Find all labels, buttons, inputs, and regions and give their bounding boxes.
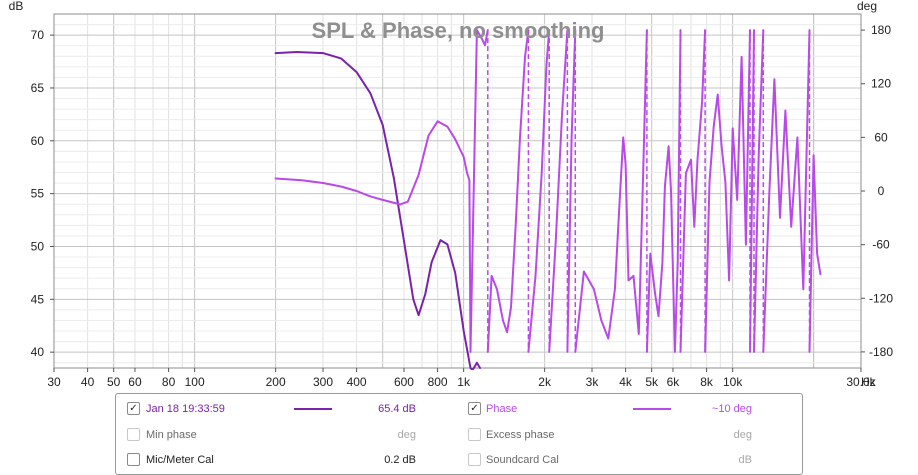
y-left-unit: dB [9, 0, 24, 13]
legend-checkbox-excess-phase[interactable] [468, 428, 481, 441]
legend-value-min-phase: deg [397, 429, 416, 441]
legend-label-measurement: Jan 18 19:33:59 [146, 403, 225, 415]
legend-panel: ✓ Jan 18 19:33:59 65.4 dB ✓ Phase ~10 de… [115, 393, 803, 475]
y-left-tick-label: 70 [31, 28, 45, 42]
legend-row-min-phase: Min phase deg Excess phase deg [116, 425, 802, 445]
y-left-tick-label: 55 [31, 187, 45, 201]
y-right-tick-label: 0 [878, 184, 885, 198]
legend-checkbox-min-phase[interactable] [127, 428, 140, 441]
x-tick-label: 200 [266, 375, 286, 389]
x-tick-label: 5k [645, 375, 659, 389]
x-tick-label: 3k [586, 375, 600, 389]
x-tick-label: 8k [700, 375, 714, 389]
legend-row-measurement: ✓ Jan 18 19:33:59 65.4 dB ✓ Phase ~10 de… [116, 399, 802, 419]
x-tick-label: 2k [538, 375, 552, 389]
legend-value-soundcard-cal: dB [738, 454, 752, 466]
legend-label-mic-cal: Mic/Meter Cal [146, 454, 214, 466]
legend-value-mic-cal: 0.2 dB [384, 454, 416, 466]
y-left-tick-label: 65 [31, 81, 45, 95]
x-tick-label: 40 [81, 375, 95, 389]
x-tick-label: 50 [107, 375, 121, 389]
x-tick-label: 10k [723, 375, 743, 389]
legend-label-min-phase: Min phase [146, 429, 197, 441]
y-right-tick-label: 180 [871, 23, 891, 37]
legend-checkbox-measurement[interactable]: ✓ [127, 402, 140, 415]
legend-checkbox-phase[interactable]: ✓ [468, 402, 481, 415]
series-layer [274, 29, 822, 370]
y-right-tick-label: -180 [869, 345, 893, 359]
x-unit: Hz [861, 375, 876, 389]
x-tick-label: 1k [457, 375, 471, 389]
x-tick-label: 30.0k [846, 375, 876, 389]
y-left-tick-label: 50 [31, 239, 45, 253]
phase-series-line [274, 29, 822, 353]
legend-row-mic-cal: Mic/Meter Cal 0.2 dB Soundcard Cal dB [116, 450, 802, 470]
legend-label-soundcard-cal: Soundcard Cal [486, 454, 559, 466]
y-right-tick-label: -60 [872, 238, 890, 252]
x-tick-label: 6k [667, 375, 681, 389]
spl-phase-chart: 30 40 50 60 80 100 200 300 400 600 800 1k 2k 3k 4k 5k 6k… [9, 0, 894, 389]
y-left-tick-label: 40 [31, 345, 45, 359]
y-right-tick-label: 60 [874, 130, 888, 144]
y-left-tick-label: 45 [31, 292, 45, 306]
spl-series-line [274, 51, 481, 370]
legend-label-phase: Phase [486, 403, 518, 415]
legend-checkbox-mic-cal[interactable] [127, 453, 140, 466]
y-left-tick-label: 60 [31, 134, 45, 148]
x-tick-label: 80 [162, 375, 176, 389]
legend-swatch-measurement [294, 408, 332, 410]
legend-swatch-phase [633, 408, 671, 410]
y-right-tick-label: -120 [869, 291, 893, 305]
legend-value-measurement: 65.4 dB [378, 403, 416, 415]
x-tick-label: 30 [47, 375, 61, 389]
y-right-unit: deg [857, 0, 877, 13]
x-tick-label: 300 [313, 375, 333, 389]
legend-checkbox-soundcard-cal[interactable] [468, 453, 481, 466]
x-tick-label: 800 [428, 375, 448, 389]
x-tick-label: 60 [128, 375, 142, 389]
y-right-tick-label: 120 [871, 77, 891, 91]
axis-ticks: 30 40 50 60 80 100 200 300 400 600 800 1k 2k 3k 4k 5k 6k… [31, 23, 894, 389]
chart-title: SPL & Phase, no smoothing [312, 18, 605, 43]
x-tick-label: 400 [347, 375, 367, 389]
x-tick-label: 100 [185, 375, 205, 389]
x-tick-label: 4k [619, 375, 633, 389]
legend-value-phase: ~10 deg [711, 403, 752, 415]
x-tick-label: 600 [394, 375, 414, 389]
legend-label-excess-phase: Excess phase [486, 429, 555, 441]
legend-value-excess-phase: deg [733, 429, 752, 441]
plot-grid [53, 13, 862, 368]
